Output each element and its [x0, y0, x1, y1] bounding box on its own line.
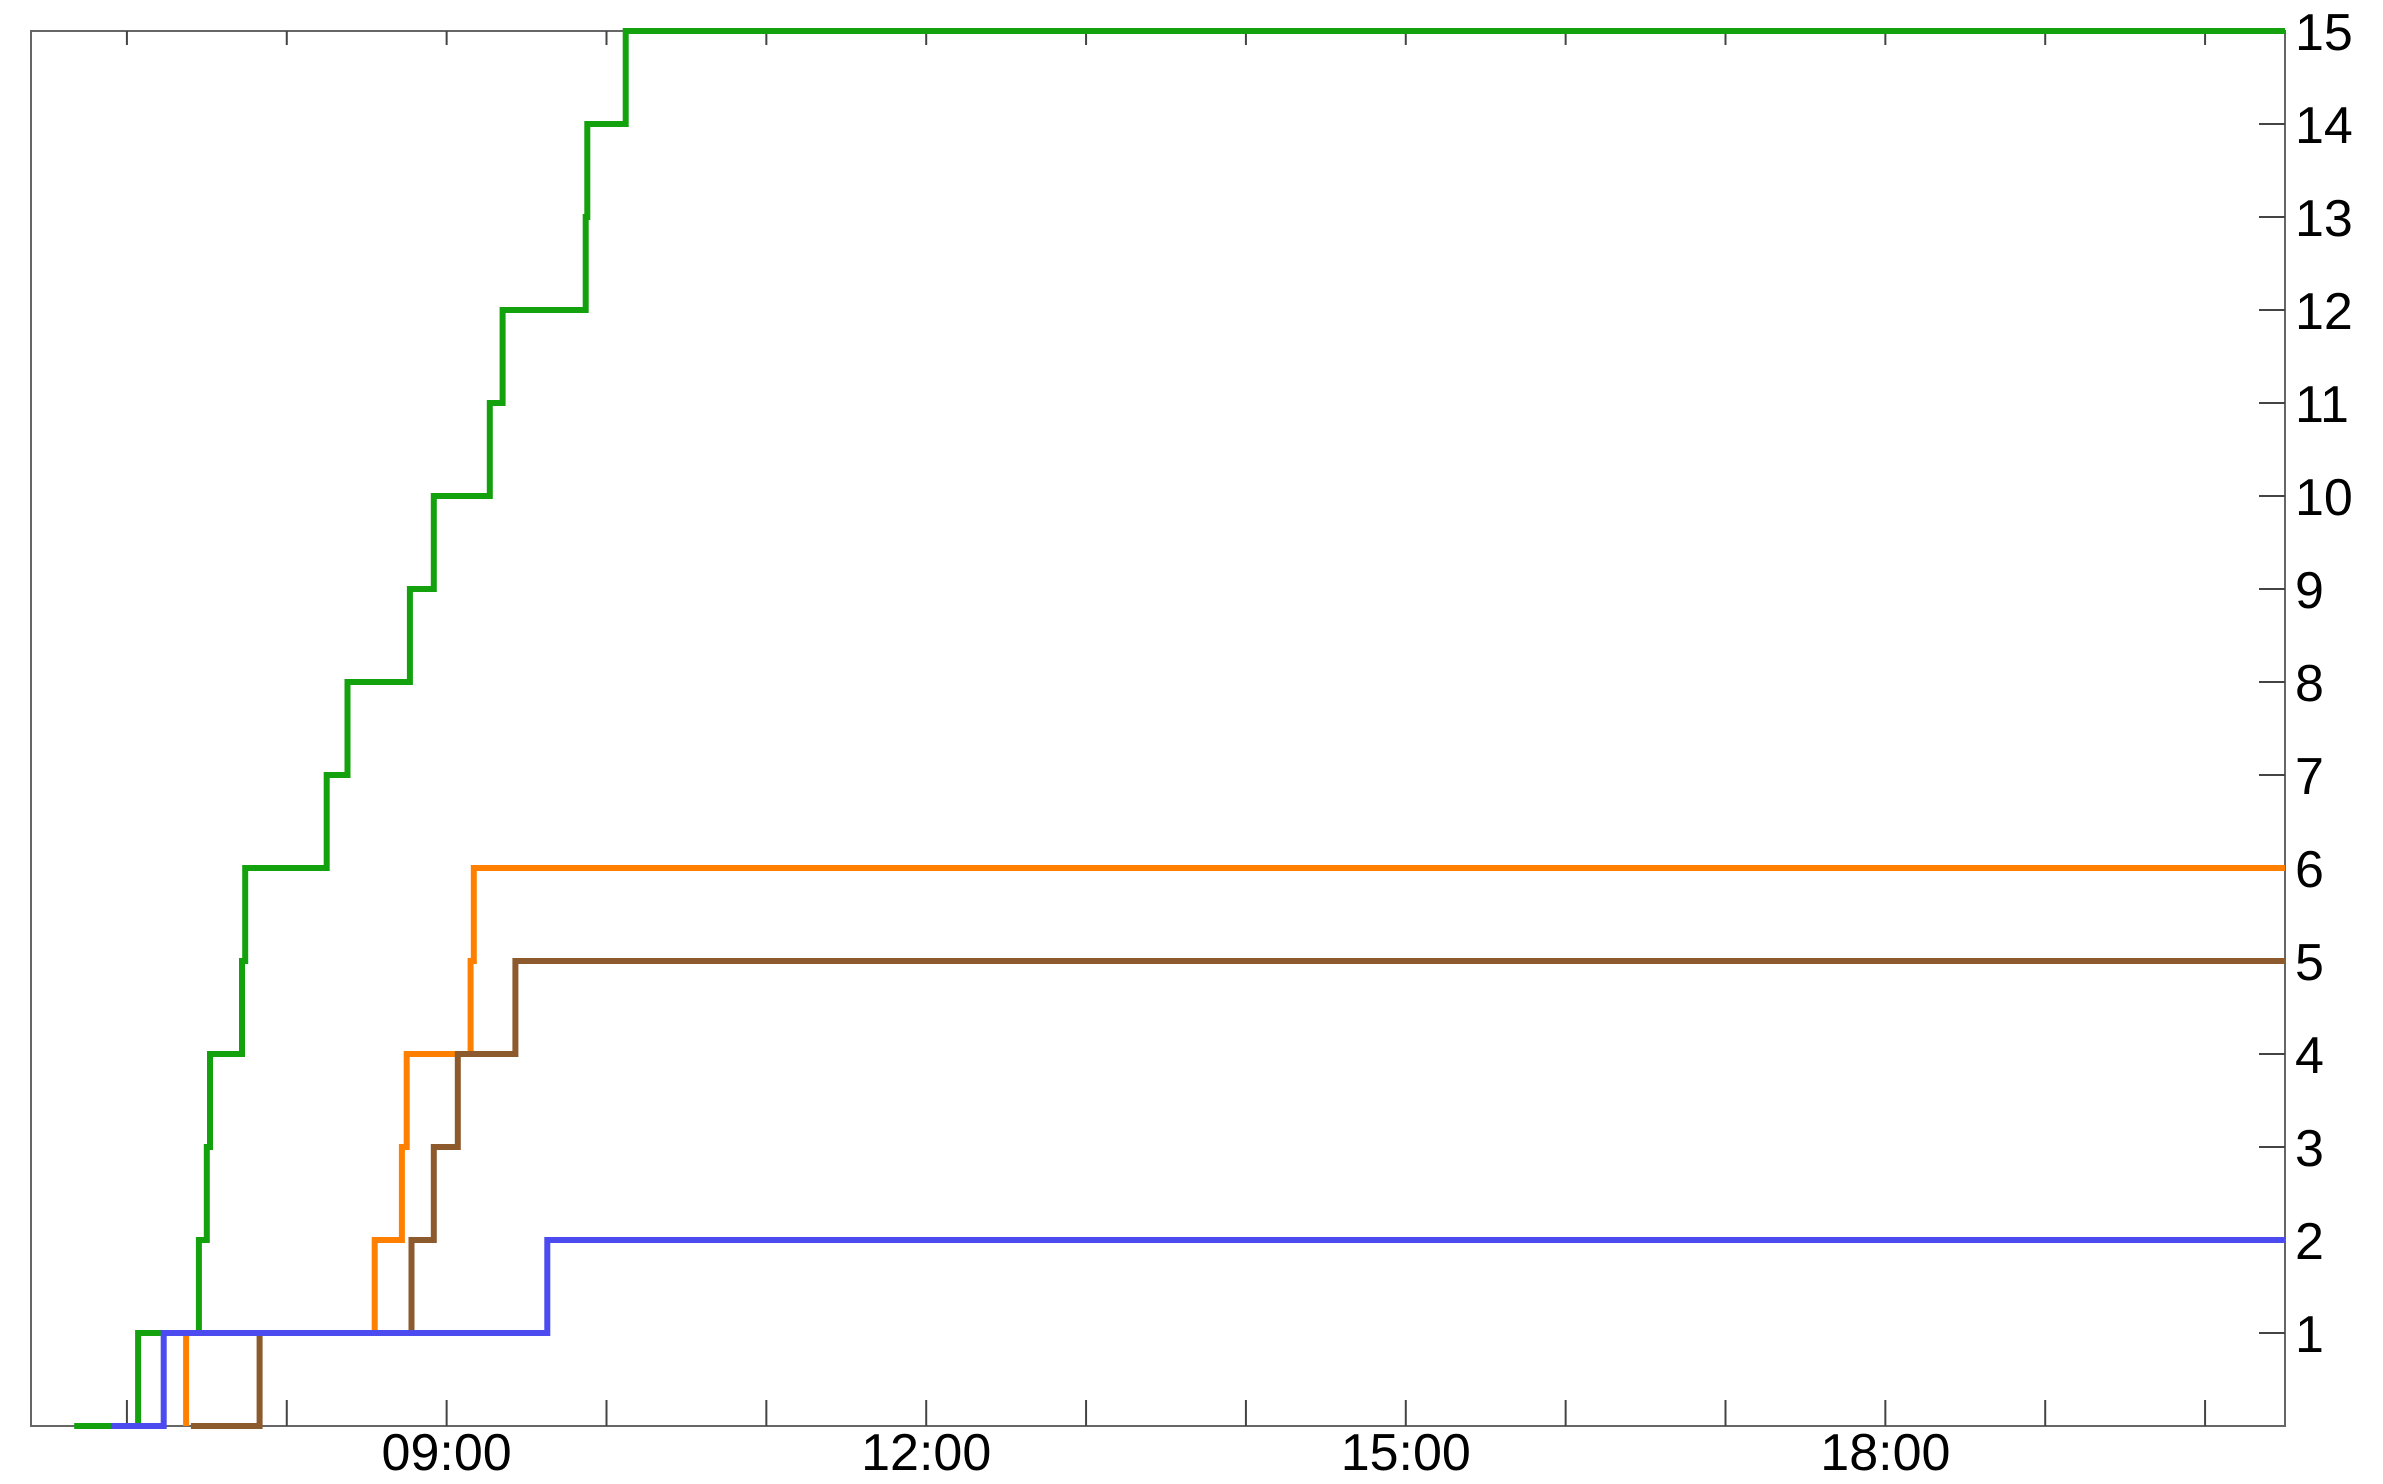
- y-tick-label: 15: [2295, 4, 2353, 62]
- x-tick-label: 15:00: [1341, 1424, 1471, 1482]
- y-tick-label: 14: [2295, 97, 2353, 155]
- x-axis-ticks: 09:00 12:00 15:00 18:00: [125, 31, 2207, 1482]
- y-tick-label: 8: [2295, 655, 2324, 713]
- series-line-2: [183, 865, 2285, 1426]
- y-tick-label: 11: [2295, 376, 2349, 434]
- y-tick-label: 7: [2295, 748, 2324, 806]
- y-tick-label: 2: [2295, 1213, 2324, 1271]
- x-tick-label: 12:00: [861, 1424, 991, 1482]
- plot-frame: [30, 30, 2286, 1427]
- series-layer: [74, 28, 2285, 1429]
- x-tick-label: 18:00: [1820, 1424, 1950, 1482]
- y-tick-label: 4: [2295, 1027, 2324, 1085]
- series-line-3: [190, 958, 2285, 1429]
- y-tick-label: 1: [2295, 1306, 2324, 1364]
- series-line-4: [110, 1237, 2285, 1429]
- x-tick-label: 09:00: [382, 1424, 512, 1482]
- y-tick-label: 5: [2295, 934, 2324, 992]
- y-tick-label: 6: [2295, 841, 2324, 899]
- y-tick-label: 12: [2295, 283, 2353, 341]
- y-tick-label: 3: [2295, 1120, 2324, 1178]
- y-tick-label: 10: [2295, 469, 2353, 527]
- series-line-1: [74, 28, 2285, 1429]
- y-tick-label: 13: [2295, 190, 2353, 248]
- y-tick-label: 9: [2295, 562, 2324, 620]
